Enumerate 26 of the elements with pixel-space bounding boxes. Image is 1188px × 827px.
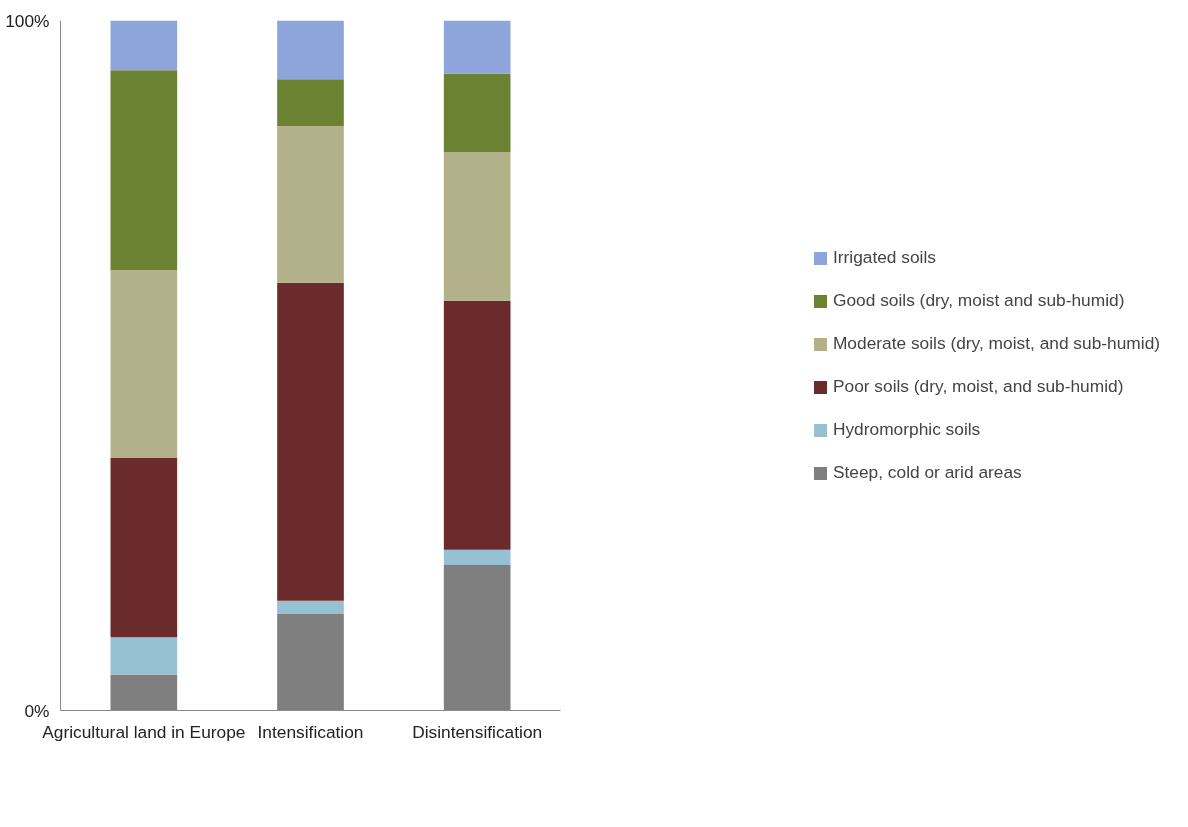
legend-label: Moderate soils (dry, moist, and sub-humid) (832, 333, 1161, 354)
bar (110, 20, 178, 71)
bar (277, 600, 344, 614)
legend-label: Irrigated soils (832, 247, 936, 268)
bar (443, 152, 511, 301)
legend-label: Hydromorphic soils (832, 419, 981, 440)
legend-label: Steep, cold or arid areas (832, 462, 1022, 483)
bar (110, 457, 178, 638)
x-tick-label: Agricultural land in Europe (42, 721, 246, 742)
bar (277, 126, 344, 283)
bar (110, 637, 178, 675)
legend-label: Poor soils (dry, moist, and sub-humid) (832, 376, 1124, 397)
bar (110, 70, 178, 271)
x-tick-label: Disintensification (412, 721, 543, 742)
bar (277, 20, 344, 80)
bar (443, 549, 511, 565)
x-tick-label: Intensification (257, 721, 364, 742)
bar (443, 73, 511, 153)
legend-label: Good soils (dry, moist and sub-humid) (832, 290, 1125, 311)
bar (443, 300, 511, 550)
bar (277, 79, 344, 127)
bar (110, 270, 178, 458)
bar (277, 282, 344, 601)
y-tick-label: 0% (24, 700, 50, 721)
y-tick-label: 100% (5, 10, 50, 31)
bar (443, 20, 511, 74)
